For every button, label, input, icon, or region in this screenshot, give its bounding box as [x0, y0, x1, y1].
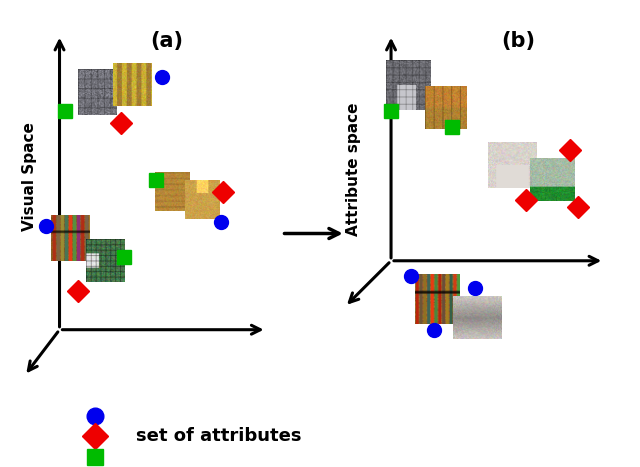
Text: (b): (b)	[500, 31, 535, 51]
Text: set of attributes: set of attributes	[136, 427, 301, 445]
Text: Attribute space: Attribute space	[346, 102, 361, 236]
Text: Visual Space: Visual Space	[22, 122, 38, 231]
Text: (a): (a)	[150, 31, 184, 51]
